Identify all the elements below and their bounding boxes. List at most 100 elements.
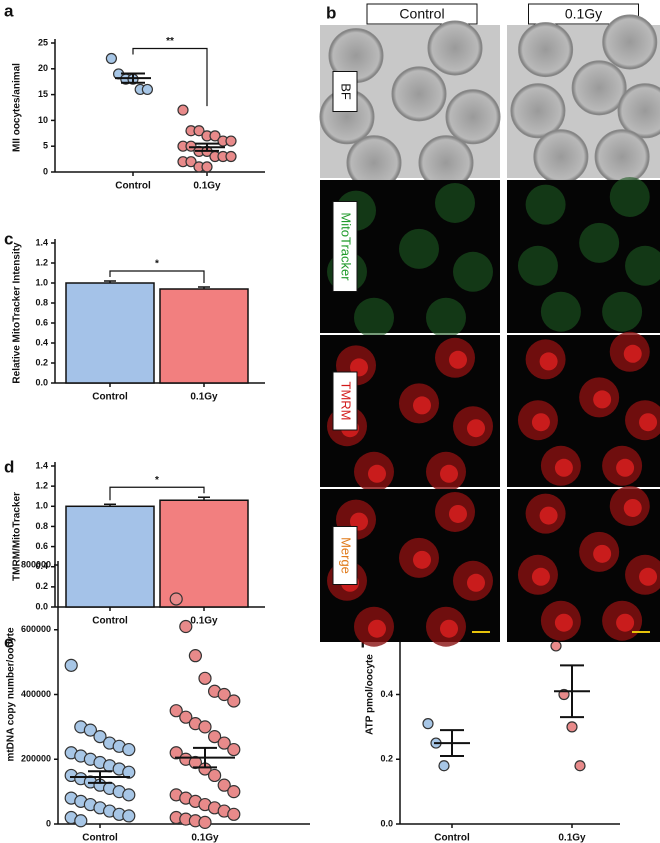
row-label-box <box>332 71 358 112</box>
y-axis-label: Relative MitoTracker Intensity <box>12 242 23 384</box>
dot <box>64 658 78 672</box>
dot <box>169 592 183 606</box>
y-tick-label: 0.6 <box>35 317 48 327</box>
dot <box>122 765 136 779</box>
oocyte <box>609 176 650 217</box>
y-tick-label: 0.8 <box>35 521 48 531</box>
dot <box>227 807 241 821</box>
y-tick-label: 15 <box>38 89 48 99</box>
dot <box>217 687 231 702</box>
row-label: Merge <box>339 537 354 574</box>
y-tick-label: 5 <box>43 141 48 151</box>
bar <box>159 288 249 384</box>
dot <box>198 671 212 685</box>
y-tick-label: 0.0 <box>35 601 48 611</box>
y-tick-label: 800000 <box>21 559 51 569</box>
oocyte <box>427 20 483 76</box>
oocyte-core <box>539 352 558 371</box>
dot <box>217 778 231 792</box>
oocyte-core <box>413 396 431 415</box>
row-label: BF <box>339 83 354 100</box>
y-axis-label: ATP pmol/oocyte <box>365 654 376 735</box>
row-label: TMRM <box>339 382 354 421</box>
dot <box>225 135 237 147</box>
y-axis-label: mtDNA copy number/oocyte <box>6 627 17 762</box>
x-tick-label: Control <box>92 616 128 627</box>
dot <box>550 640 562 652</box>
dot <box>193 125 205 137</box>
dot <box>217 736 231 750</box>
row-label: MitoTracker <box>339 212 354 281</box>
y-tick-label: 0 <box>46 818 51 828</box>
dot <box>185 140 197 152</box>
oocyte <box>391 66 447 122</box>
dot <box>185 156 197 168</box>
column-header: 0.1Gy <box>565 6 602 22</box>
bar <box>159 499 249 608</box>
bar <box>65 282 155 384</box>
y-tick-label: 1.0 <box>35 501 48 511</box>
significance-bracket <box>109 270 205 283</box>
dot <box>227 694 241 708</box>
oocyte-core <box>449 504 467 523</box>
dot <box>83 723 98 737</box>
y-tick-label: 0.6 <box>35 541 48 551</box>
dot <box>198 815 212 829</box>
y-tick-label: 0.2 <box>380 754 393 764</box>
x-tick-label: 0.1Gy <box>193 181 221 192</box>
y-tick-label: 0.4 <box>35 561 48 571</box>
dot <box>208 768 222 783</box>
dot <box>422 718 434 730</box>
dot <box>74 814 88 828</box>
oocyte <box>602 291 643 332</box>
oocyte-core <box>593 544 612 563</box>
y-tick-label: 0.4 <box>35 337 48 347</box>
dot <box>227 785 241 799</box>
dot <box>188 649 202 663</box>
y-tick-label: 0 <box>43 166 48 176</box>
dot <box>566 721 578 733</box>
oocyte <box>399 228 439 269</box>
panel-label: b <box>326 3 336 22</box>
panel-label: c <box>4 229 13 248</box>
y-tick-label: 0.2 <box>35 357 48 367</box>
dot <box>227 742 241 757</box>
dot <box>198 720 212 734</box>
oocyte-core <box>531 413 550 432</box>
significance: ** <box>166 36 174 47</box>
panel-label: e <box>4 632 13 651</box>
dot <box>141 83 153 96</box>
x-tick-label: 0.1Gy <box>190 616 218 627</box>
oocyte-core <box>623 498 642 517</box>
x-tick-label: 0.1Gy <box>558 833 586 843</box>
oocyte <box>579 222 620 263</box>
oocyte <box>517 245 558 286</box>
dot <box>438 760 450 772</box>
dot <box>208 729 222 744</box>
oocyte <box>435 182 475 223</box>
y-tick-label: 25 <box>38 37 48 47</box>
oocyte <box>525 184 566 225</box>
row-label-box <box>332 201 358 292</box>
significance-bracket <box>132 47 208 107</box>
oocyte-core <box>413 550 431 569</box>
oocyte-core <box>467 419 485 438</box>
y-tick-label: 10 <box>38 115 48 125</box>
y-tick-label: 0.0 <box>35 377 48 387</box>
row-label-box <box>332 526 358 585</box>
x-tick-label: 0.1Gy <box>190 392 218 403</box>
x-tick-label: Control <box>82 833 118 843</box>
significance-bracket <box>109 486 205 501</box>
column-header-box <box>366 3 478 25</box>
oocyte-core <box>593 390 612 409</box>
oocyte-core <box>539 506 558 525</box>
oocyte-core <box>449 350 467 369</box>
oocyte <box>540 291 581 332</box>
row-label-box <box>332 371 358 431</box>
y-tick-label: 1.2 <box>35 257 48 267</box>
oocyte <box>617 83 660 139</box>
column-header-box <box>528 3 639 25</box>
oocyte <box>518 22 574 78</box>
